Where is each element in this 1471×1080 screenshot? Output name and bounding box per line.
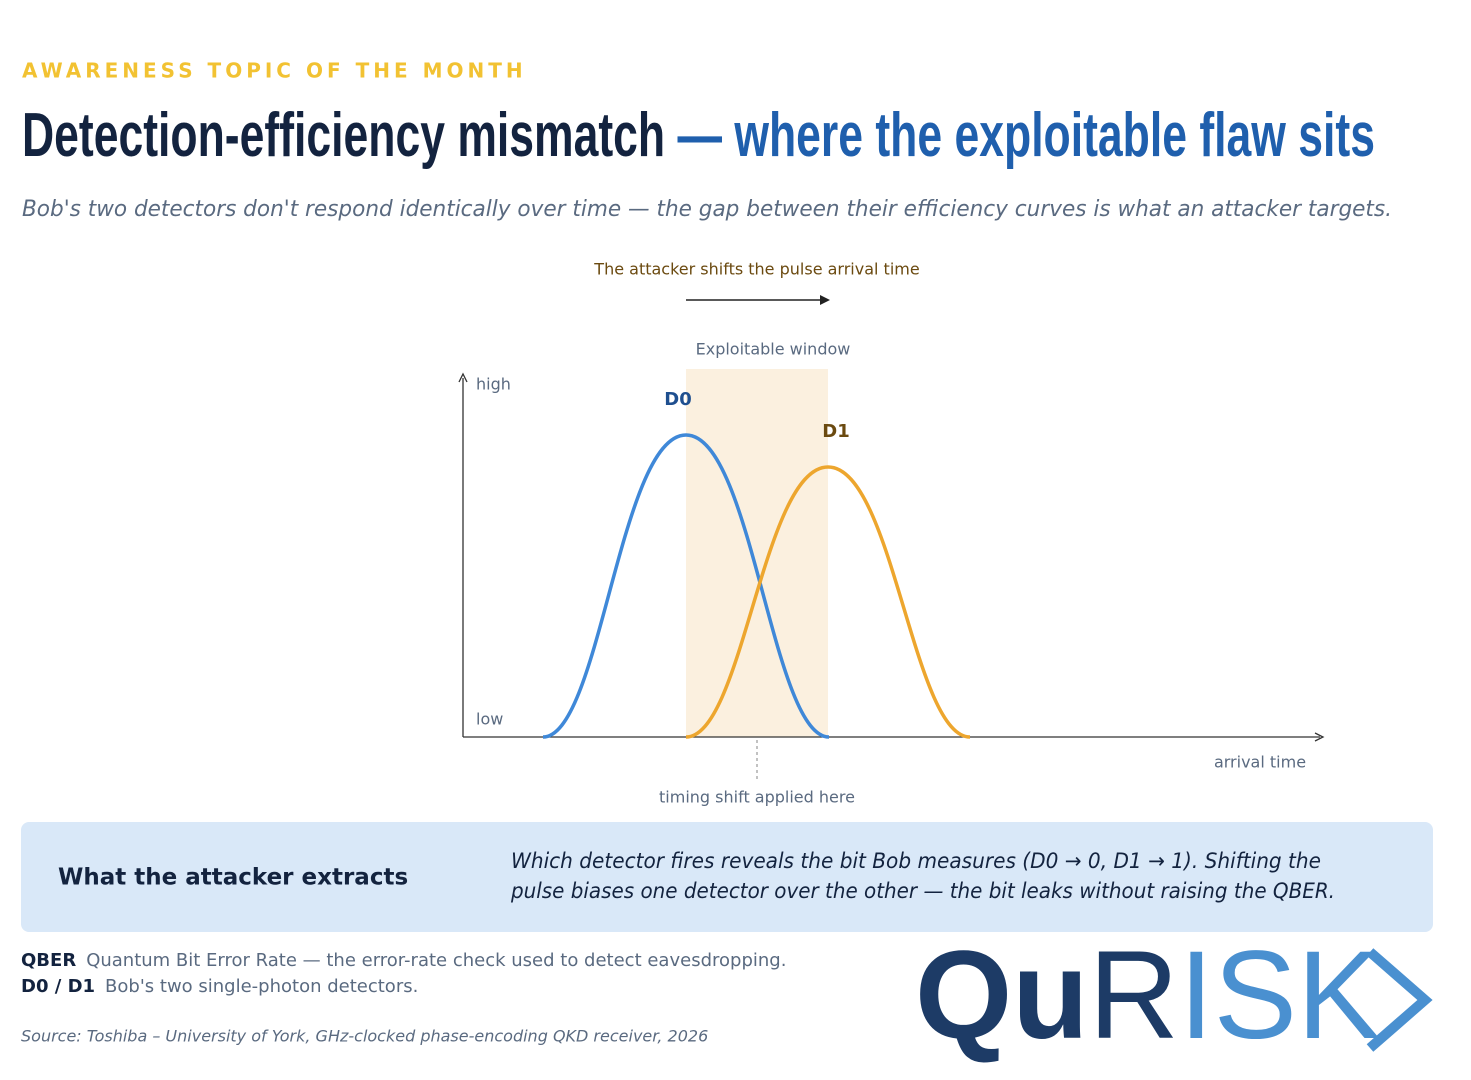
callout-heading: What the attacker extracts [58,865,408,891]
callout-body: Which detector fires reveals the bit Bob… [511,849,1321,873]
logo-r: R [1089,926,1179,1065]
logo-isk: ISK [1179,926,1380,1065]
logo: QuRISK [915,926,1380,1065]
callout-body: pulse biases one detector over the other… [510,879,1335,903]
y-arrow [458,372,468,383]
source: Source: Toshiba – University of York, GH… [21,1027,708,1046]
kicker: AWARENESS TOPIC OF THE MONTH [22,59,527,83]
title-main: Detection-efficiency mismatch [22,101,665,170]
glossary-item: QBER Quantum Bit Error Rate — the error-r… [21,950,786,971]
glossary-term: D0 / D1 [21,976,95,997]
annotation: The attacker shifts the pulse arrival ti… [593,260,919,279]
shift-label: timing shift applied here [659,788,855,807]
glossary-definition: Quantum Bit Error Rate — the error-rate … [86,950,786,971]
d1-curve [685,465,971,739]
glossary-item: D0 / D1 Bob's two single-photon detectors… [21,976,418,997]
callout [21,822,1433,932]
title-accent: — where the exploitable flaw sits [665,101,1375,170]
d0-label: D0 [664,389,691,410]
window-label: Exploitable window [696,340,851,359]
d0-curve [542,433,830,739]
y-high: high [476,375,511,394]
glossary-term: QBER [21,950,76,971]
title: Detection-efficiency mismatch — where th… [22,101,1375,170]
x-label: arrival time [1214,753,1306,772]
logo-chevron [1366,948,1433,1052]
x-arrow [1314,732,1325,742]
d1-label: D1 [822,421,849,442]
exploitable-window [686,369,828,737]
subtitle: Bob's two detectors don't respond identi… [22,197,1392,222]
y-low: low [476,710,503,729]
logo-qu: Qu [915,926,1089,1065]
arrow-head [820,295,830,305]
glossary-definition: Bob's two single-photon detectors. [105,976,418,997]
